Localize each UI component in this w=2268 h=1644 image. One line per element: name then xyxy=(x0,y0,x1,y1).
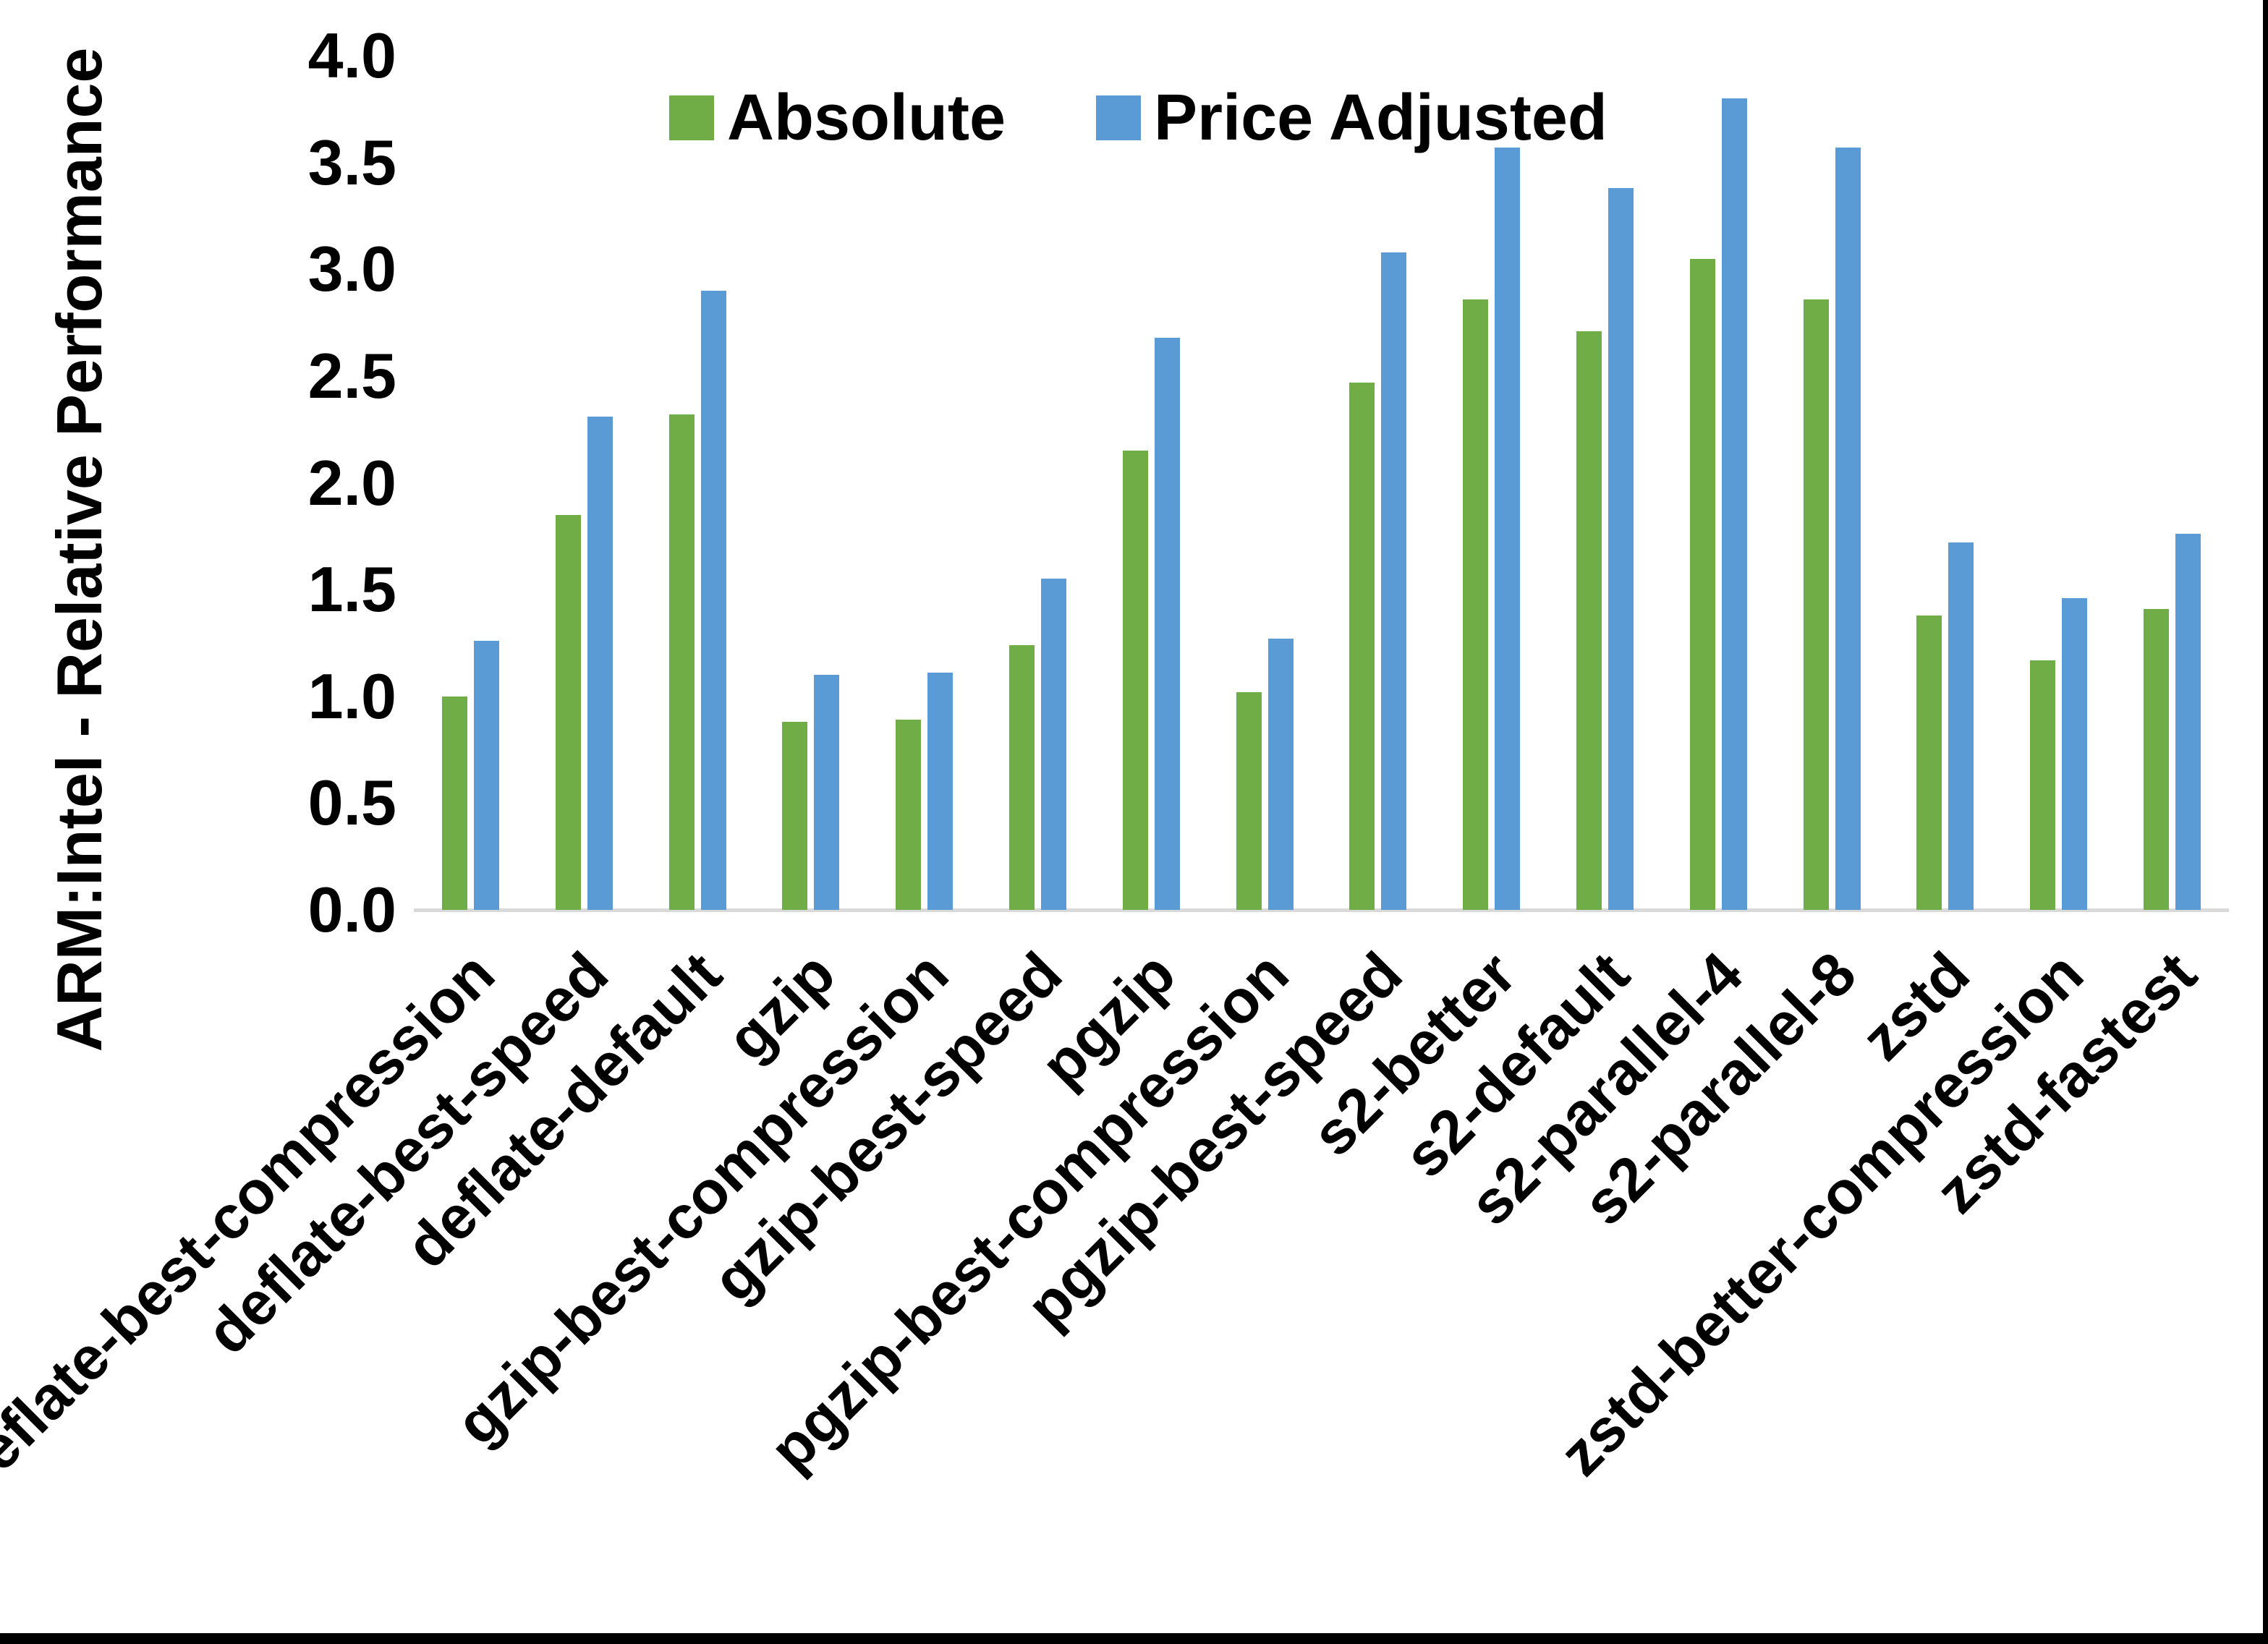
bar-price-adjusted-pgzip-best-compression xyxy=(1267,639,1294,910)
y-tick-label-1.5: 1.5 xyxy=(307,553,396,626)
bar-price-adjusted-zstd-better-compression xyxy=(2062,597,2088,910)
bar-absolute-zstd xyxy=(1916,615,1942,910)
bar-group-s2-better xyxy=(1463,56,1521,910)
bar-price-adjusted-pgzip xyxy=(1154,337,1180,910)
bar-group-zstd-better-compression xyxy=(2030,56,2088,910)
bar-group-zstd xyxy=(1916,56,1974,910)
bar-absolute-zstd-fastest xyxy=(2144,608,2170,910)
legend: Absolute Price Adjusted xyxy=(669,85,1607,150)
bar-group-pgzip xyxy=(1122,56,1180,910)
bar-group-gzip-best-compression xyxy=(896,56,954,910)
bar-group-pgzip-best-compression xyxy=(1236,56,1294,910)
bar-group-zstd-fastest xyxy=(2144,56,2201,910)
y-tick-label-4.0: 4.0 xyxy=(307,20,396,91)
bar-price-adjusted-deflate-best-compression xyxy=(473,641,499,910)
legend-label-price-adjusted: Price Adjusted xyxy=(1154,82,1607,154)
bar-price-adjusted-s2-parallel-4 xyxy=(1721,98,1747,910)
bar-group-s2-parallel-8 xyxy=(1803,56,1861,910)
bar-group-pgzip-best-speed xyxy=(1349,56,1407,910)
bar-price-adjusted-pgzip-best-speed xyxy=(1381,252,1407,910)
plot-area xyxy=(414,56,2229,912)
bar-group-deflate-best-compression xyxy=(441,56,499,910)
bar-absolute-s2-parallel-8 xyxy=(1803,299,1829,910)
y-tick-label-0.5: 0.5 xyxy=(307,767,396,839)
bar-absolute-deflate-default xyxy=(668,414,695,910)
bar-price-adjusted-zstd xyxy=(1948,542,1974,910)
bar-absolute-s2-better xyxy=(1463,299,1489,910)
legend-swatch-price-adjusted xyxy=(1096,95,1142,140)
bar-group-s2-default xyxy=(1576,56,1634,910)
y-tick-label-1.0: 1.0 xyxy=(307,660,396,732)
bar-group-deflate-default xyxy=(668,56,726,910)
bar-price-adjusted-gzip-best-compression xyxy=(927,673,954,910)
y-tick-label-2.5: 2.5 xyxy=(307,339,396,412)
bar-absolute-zstd-better-compression xyxy=(2030,660,2056,910)
bar-group-deflate-best-speed xyxy=(555,56,613,910)
bar-price-adjusted-deflate-best-speed xyxy=(587,416,613,910)
y-tick-label-3.0: 3.0 xyxy=(307,233,396,305)
x-axis-line xyxy=(414,908,2229,912)
bar-group-s2-parallel-4 xyxy=(1689,56,1747,910)
frame-border-bottom xyxy=(0,1633,2268,1644)
bar-absolute-pgzip-best-compression xyxy=(1236,691,1262,910)
bar-absolute-gzip xyxy=(782,722,808,910)
bar-absolute-s2-parallel-4 xyxy=(1689,258,1715,910)
y-tick-label-0.0: 0.0 xyxy=(307,874,396,945)
bar-absolute-pgzip xyxy=(1122,451,1148,910)
legend-swatch-absolute xyxy=(669,95,714,140)
bar-price-adjusted-deflate-default xyxy=(700,290,726,910)
legend-entry-price-adjusted: Price Adjusted xyxy=(1096,85,1607,150)
y-axis-title: ARM:Intel - Relative Performance xyxy=(43,47,115,1052)
legend-entry-absolute: Absolute xyxy=(669,85,1006,150)
bar-price-adjusted-zstd-fastest xyxy=(2175,534,2201,910)
bar-price-adjusted-s2-better xyxy=(1495,147,1521,910)
frame-border-right xyxy=(2263,0,2268,1644)
y-tick-label-2.0: 2.0 xyxy=(307,446,396,519)
bar-group-gzip-best-speed xyxy=(1008,56,1066,910)
bar-absolute-s2-default xyxy=(1576,331,1602,910)
legend-label-absolute: Absolute xyxy=(727,82,1006,154)
y-tick-label-3.5: 3.5 xyxy=(307,126,396,198)
bar-price-adjusted-gzip-best-speed xyxy=(1040,579,1066,910)
bar-absolute-gzip-best-compression xyxy=(896,720,922,910)
bar-group-gzip xyxy=(782,56,840,910)
bar-absolute-gzip-best-speed xyxy=(1008,644,1035,910)
bar-absolute-pgzip-best-speed xyxy=(1349,382,1375,910)
bar-absolute-deflate-best-speed xyxy=(555,514,581,910)
bar-price-adjusted-s2-parallel-8 xyxy=(1835,147,1861,910)
bar-absolute-deflate-best-compression xyxy=(441,696,467,910)
bar-price-adjusted-gzip xyxy=(814,675,840,910)
bar-price-adjusted-s2-default xyxy=(1608,188,1634,910)
